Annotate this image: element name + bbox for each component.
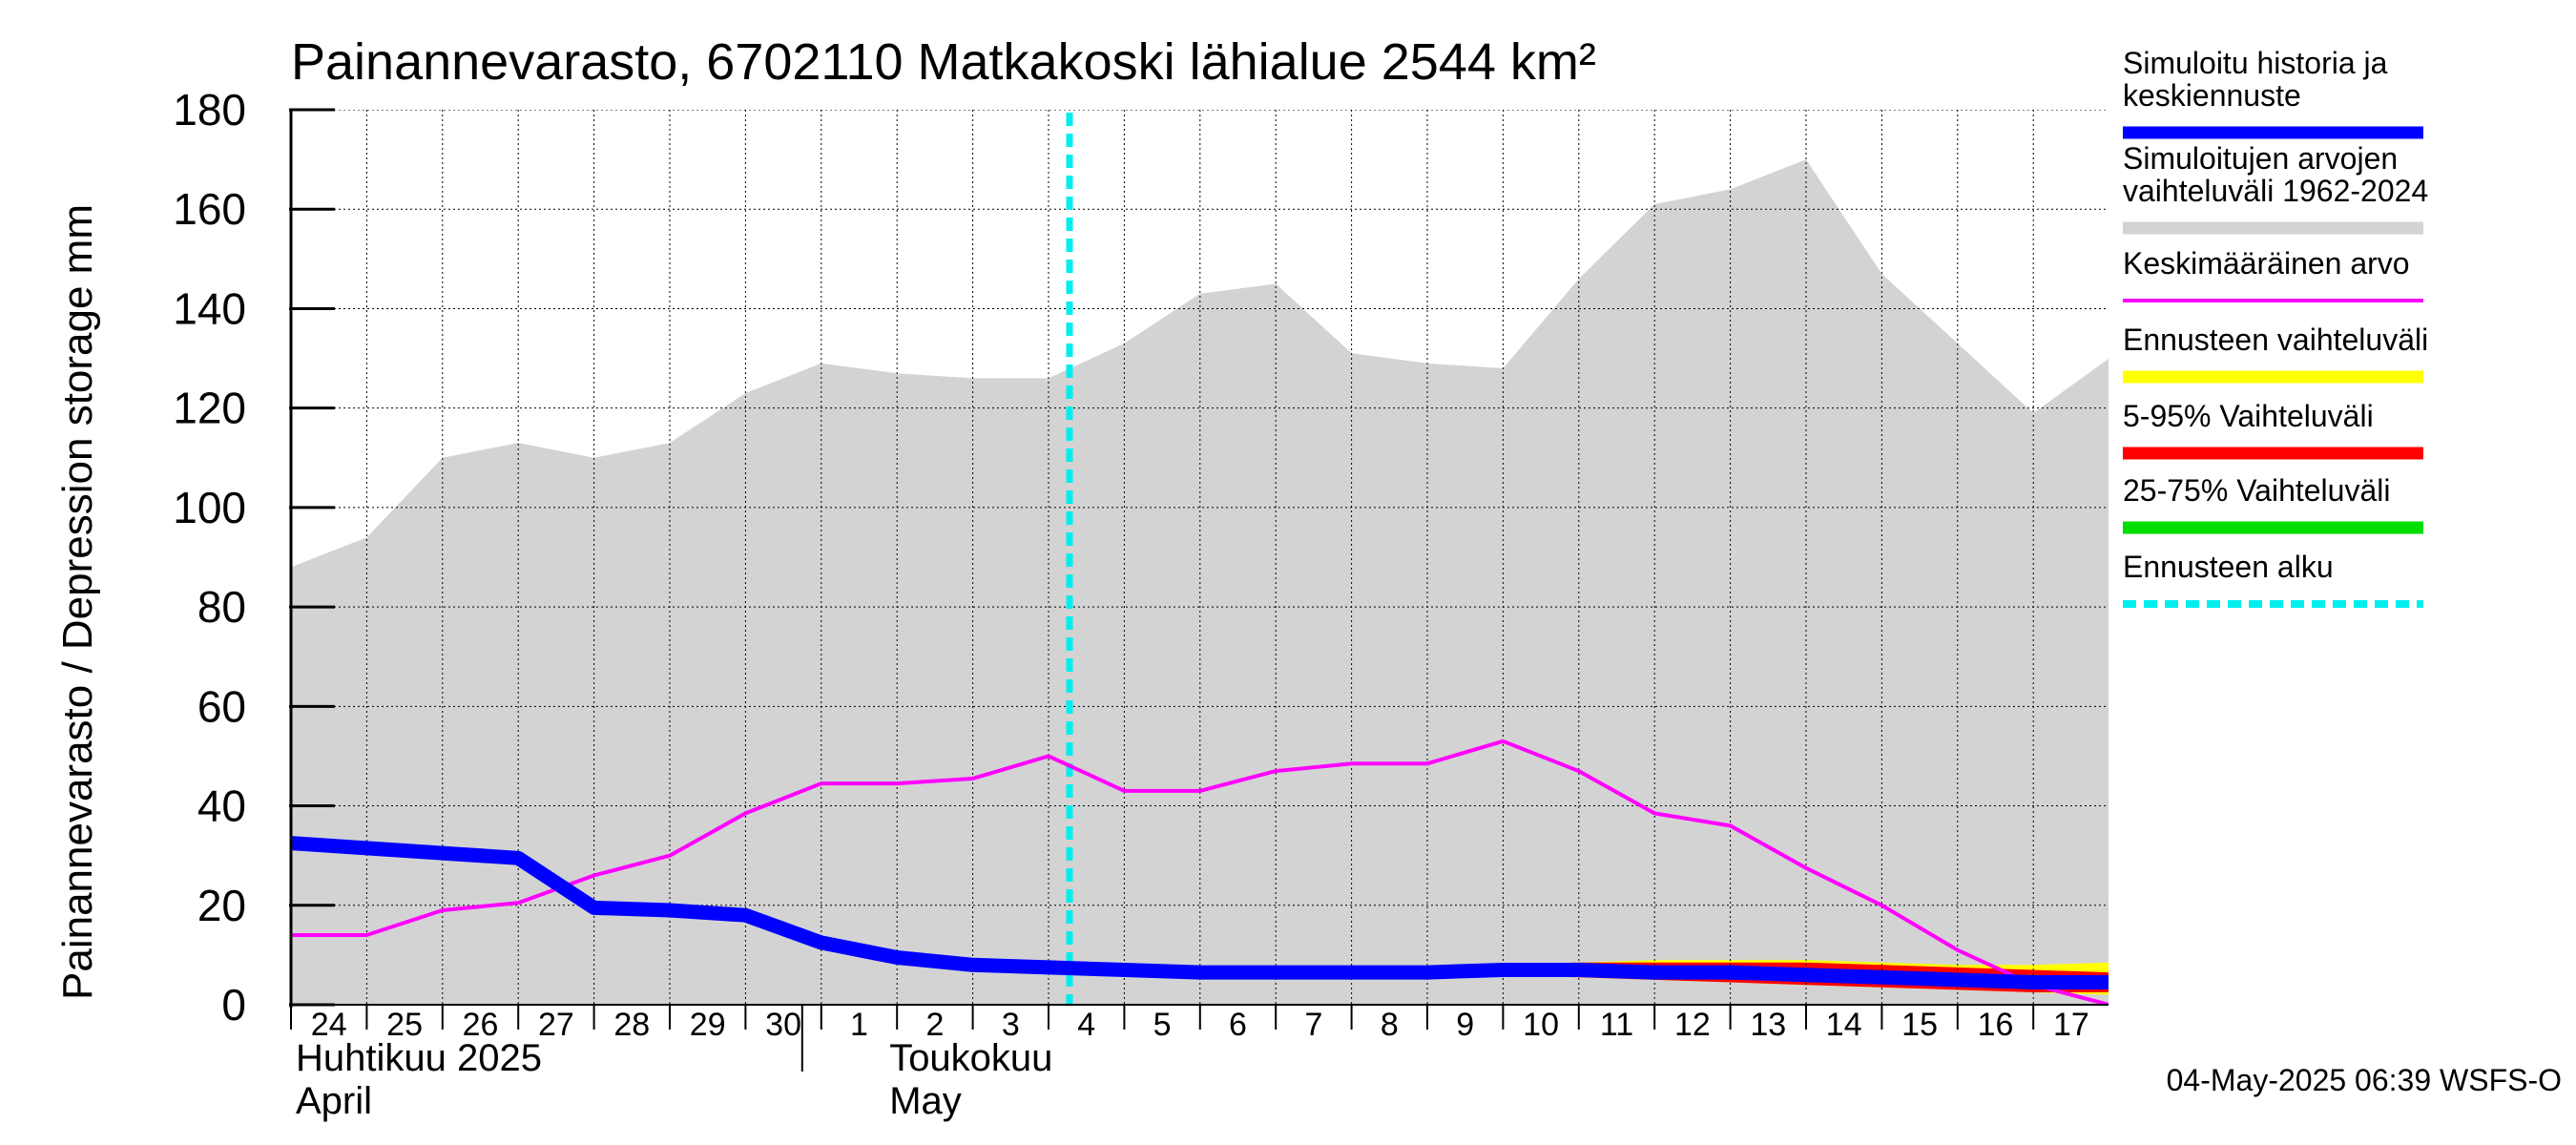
- series-line-keskim-r-inen-arvo: [291, 739, 2109, 1005]
- y-tick-label-40: 40: [197, 781, 246, 831]
- x-tick-label-17: 11: [1600, 1007, 1633, 1043]
- x-tick-label-1: 25: [386, 1007, 423, 1043]
- x-tick-label-20: 14: [1826, 1007, 1862, 1043]
- x-tick-label-18: 12: [1674, 1007, 1711, 1043]
- month-label-en-1: May: [889, 1080, 962, 1122]
- series-line-simuloitu-historia-ja-keskiennuste: [291, 836, 2109, 989]
- x-tick-label-14: 8: [1381, 1007, 1399, 1043]
- y-tick-label-180: 180: [173, 85, 246, 135]
- y-tick-label-140: 140: [173, 283, 246, 333]
- legend-label-25-75-vaihteluv-li-line-0: 25-75% Vaihteluväli: [2123, 473, 2390, 508]
- y-tick-label-20: 20: [197, 881, 246, 930]
- legend: Simuloitu historia jakeskiennusteSimuloi…: [2123, 46, 2428, 608]
- x-tick-label-9: 3: [1002, 1007, 1020, 1043]
- y-tick-label-80: 80: [197, 582, 246, 632]
- y-tick-label-160: 160: [173, 184, 246, 234]
- y-tick-label-120: 120: [173, 384, 246, 433]
- x-tick-label-0: 24: [311, 1007, 347, 1043]
- legend-label-5-95-vaihteluv-li-line-0: 5-95% Vaihteluväli: [2123, 399, 2374, 433]
- x-tick-label-10: 4: [1077, 1007, 1095, 1043]
- legend-item-5-95-vaihteluv-li: 5-95% Vaihteluväli: [2123, 399, 2423, 460]
- x-tick-label-16: 10: [1523, 1007, 1559, 1043]
- legend-item-ennusteen-vaihteluv-li: Ennusteen vaihteluväli: [2123, 323, 2428, 384]
- x-tick-label-3: 27: [538, 1007, 574, 1043]
- legend-item-ennusteen-alku: Ennusteen alku: [2123, 550, 2423, 608]
- x-tick-label-12: 6: [1229, 1007, 1247, 1043]
- x-tick-label-19: 13: [1750, 1007, 1786, 1043]
- y-axis-label: Painannevarasto / Depression storage mm: [54, 204, 101, 1000]
- y-tick-label-60: 60: [197, 681, 246, 731]
- x-tick-label-22: 16: [1978, 1007, 2014, 1043]
- y-tick-label-100: 100: [173, 483, 246, 532]
- legend-item-25-75-vaihteluv-li: 25-75% Vaihteluväli: [2123, 473, 2423, 534]
- month-label-fi-0: Huhtikuu 2025: [296, 1037, 542, 1079]
- legend-label-simuloitu-historia-ja-keskiennuste-line-0: Simuloitu historia ja: [2123, 46, 2388, 80]
- legend-label-simuloitujen-arvojen-vaihteluv-li-1962-2024-line-1: vaihteluväli 1962-2024: [2123, 174, 2428, 208]
- legend-label-simuloitu-historia-ja-keskiennuste-line-1: keskiennuste: [2123, 78, 2301, 113]
- x-tick-label-11: 5: [1153, 1007, 1172, 1043]
- month-label-fi-1: Toukokuu: [889, 1037, 1052, 1079]
- legend-label-ennusteen-vaihteluv-li-line-0: Ennusteen vaihteluväli: [2123, 323, 2428, 357]
- plot-content: [291, 110, 2109, 1005]
- chart-title: Painannevarasto, 6702110 Matkakoski lähi…: [291, 33, 1596, 91]
- x-tick-label-4: 28: [613, 1007, 650, 1043]
- legend-label-simuloitujen-arvojen-vaihteluv-li-1962-2024-line-0: Simuloitujen arvojen: [2123, 141, 2398, 176]
- timestamp-footer: 04-May-2025 06:39 WSFS-O: [2167, 1063, 2562, 1097]
- y-tick-label-0: 0: [221, 980, 246, 1030]
- legend-label-keskim-r-inen-arvo-line-0: Keskimääräinen arvo: [2123, 246, 2410, 281]
- legend-label-ennusteen-alku-line-0: Ennusteen alku: [2123, 550, 2334, 584]
- month-label-en-0: April: [296, 1080, 372, 1122]
- x-tick-label-8: 2: [925, 1007, 944, 1043]
- x-tick-label-2: 26: [463, 1007, 499, 1043]
- x-tick-label-15: 9: [1456, 1007, 1474, 1043]
- x-tick-label-6: 30: [765, 1007, 801, 1043]
- x-tick-label-13: 7: [1304, 1007, 1322, 1043]
- x-tick-label-23: 17: [2053, 1007, 2089, 1043]
- x-tick-label-21: 15: [1901, 1007, 1938, 1043]
- legend-item-keskim-r-inen-arvo: Keskimääräinen arvo: [2123, 246, 2423, 302]
- x-tick-label-5: 29: [690, 1007, 726, 1043]
- x-tick-label-7: 1: [850, 1007, 868, 1043]
